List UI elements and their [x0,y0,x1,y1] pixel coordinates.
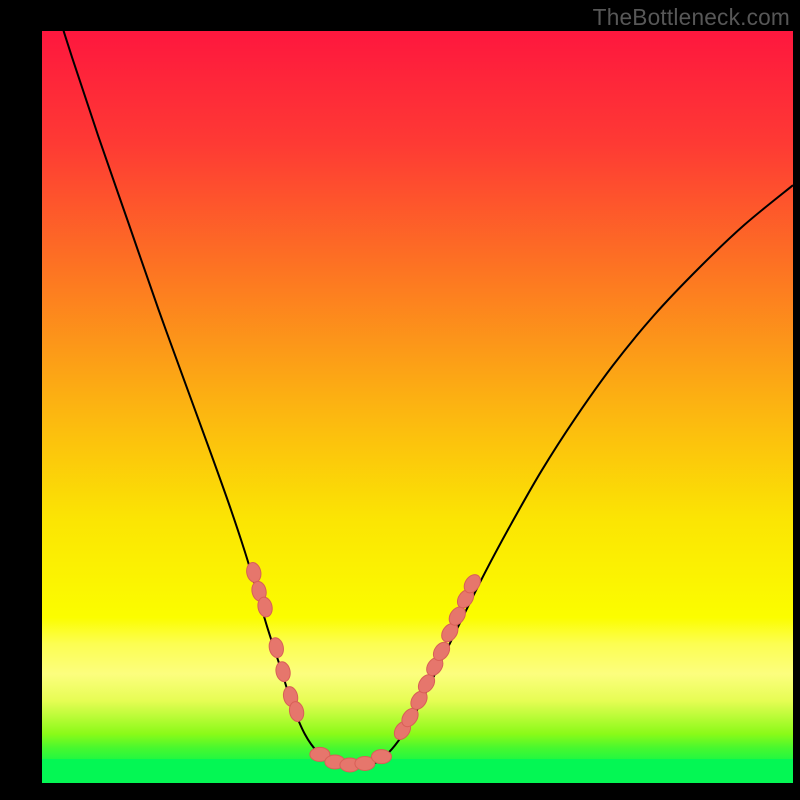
watermark-text: TheBottleneck.com [593,4,790,31]
curve-marker [267,636,285,658]
bottleneck-curve-svg [42,31,793,783]
curve-marker [274,660,292,682]
curve-marker [371,750,391,764]
bottleneck-curve-path [50,31,793,768]
curve-markers-group [245,561,484,772]
plot-area [42,31,793,783]
chart-canvas: TheBottleneck.com [0,0,800,800]
curve-marker [245,561,263,583]
